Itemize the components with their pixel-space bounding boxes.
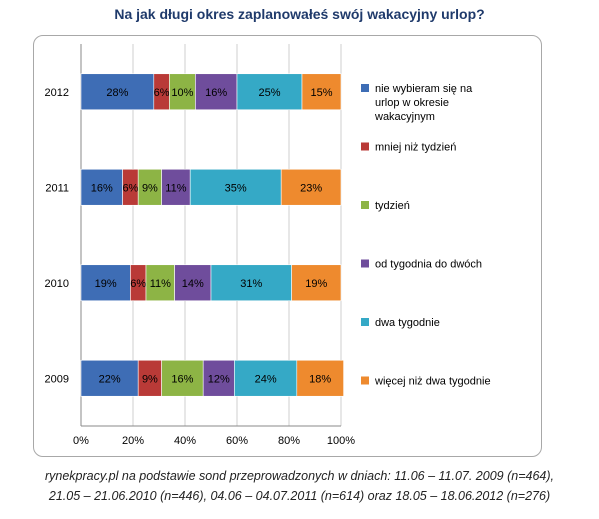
y-tick-label: 2010 [45,278,69,290]
bar-segment [174,264,212,302]
chart-title: Na jak długi okres zaplanowałeś swój wak… [114,6,485,22]
data-label: 10% [171,87,193,99]
x-tick-label: 60% [226,435,248,447]
data-label: 31% [240,278,262,290]
data-label: 28% [106,87,128,99]
legend-label: od tygodnia do dwóch [375,259,482,271]
legend-label: wakacyjnym [374,111,435,123]
legend-swatch [361,318,369,326]
bar-segment [161,168,191,206]
bar-segment [236,73,303,111]
bar-segment [145,264,175,302]
legend-swatch [361,259,369,268]
x-tick-label: 80% [278,435,300,447]
data-label: 12% [208,373,230,385]
bar-segment [169,73,196,111]
chart-frame: 0% 20% 40% 60% 80% 100% 2012 28% 6% 10% 16% 25% 15% 2… [33,35,542,457]
data-label: 11% [165,182,186,194]
bar-segment [280,168,342,206]
data-label: 24% [255,373,277,385]
data-label: 11% [150,278,171,290]
bar-segment [161,359,204,397]
data-label: 6% [130,278,146,290]
source-line-2: 21.05 – 21.06.2010 (n=446), 04.06 – 04.0… [48,489,551,503]
legend-label: tydzień [375,200,410,212]
x-tick-label: 40% [174,435,196,447]
legend-label: nie wybieram się na [375,83,473,95]
data-label: 6% [154,87,170,99]
bar-segment [210,264,292,302]
bar-segment [234,359,298,397]
bar-segment [189,168,282,206]
data-label: 16% [171,373,193,385]
legend-swatch [361,376,369,385]
legend-label: więcej niż dwa tygodnie [374,376,491,388]
data-label: 16% [205,87,227,99]
legend-swatch [361,142,369,151]
source-line-1: rynekpracy.pl na podstawie sond przeprow… [44,469,554,483]
bar-segment [296,359,344,397]
bar-segment [301,73,342,111]
legend-swatch [361,201,369,209]
data-label: 9% [142,373,158,385]
y-tick-label: 2012 [45,87,69,99]
legend-label: mniej niż tydzień [375,142,456,154]
data-label: 14% [182,278,204,290]
data-label: 25% [258,87,280,99]
data-label: 6% [122,182,138,194]
chart-plot: 0% 20% 40% 60% 80% 100%2012 28% 6% 10% 16% 25% 15%2… [45,44,491,447]
bar-segment [291,264,342,302]
data-label: 22% [99,373,121,385]
data-label: 35% [225,182,247,194]
legend-label: dwa tygodnie [375,317,440,329]
data-label: 16% [91,182,113,194]
data-label: 23% [300,182,322,194]
data-label: 19% [95,278,117,290]
bar-segment [80,168,123,206]
data-label: 9% [142,182,158,194]
x-tick-label: 20% [122,435,144,447]
x-tick-label: 0% [73,435,89,447]
data-label: 19% [305,278,327,290]
y-tick-label: 2011 [45,182,69,194]
bar-segment [202,359,235,397]
legend-swatch [361,84,369,92]
bar-segment [80,73,155,111]
data-label: 18% [309,373,331,385]
data-label: 15% [310,87,332,99]
chart-source-note: rynekpracy.pl na podstawie sond przeprow… [0,466,599,506]
x-tick-label: 100% [327,435,355,447]
legend-label: urlop w okresie [375,97,449,109]
bar-segment [80,264,131,302]
y-tick-label: 2009 [45,373,69,385]
